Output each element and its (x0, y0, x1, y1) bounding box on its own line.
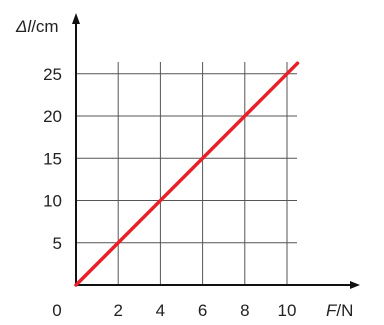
x-tick-label-8: 8 (240, 301, 249, 320)
y-axis-arrow (72, 13, 80, 24)
y-tick-label-10: 10 (43, 192, 62, 211)
series (74, 61, 300, 287)
y-tick-label-20: 20 (43, 107, 62, 126)
x-axis-label-separator: / (336, 301, 341, 320)
y-axis-label: Δl/cm (15, 17, 59, 36)
y-tick-label-15: 15 (43, 149, 62, 168)
grid-lines (76, 62, 297, 285)
x-tick-label-4: 4 (156, 301, 165, 320)
series-line-0 (74, 61, 300, 287)
x-axis-label-variable: F (326, 301, 338, 320)
x-axis-label: F/N (326, 301, 353, 320)
axes (72, 13, 360, 289)
x-tick-label-6: 6 (198, 301, 207, 320)
x-tick-label-10: 10 (278, 301, 297, 320)
y-axis-label-separator: / (31, 17, 36, 36)
y-tick-label-5: 5 (53, 234, 62, 253)
y-axis-label-variable: Δl (15, 17, 32, 36)
tick-labels: 2 4 6 8 10 5 10 15 20 25 (43, 65, 296, 320)
y-tick-label-25: 25 (43, 65, 62, 84)
y-axis-label-unit: cm (36, 17, 59, 36)
x-axis-label-unit: N (341, 301, 353, 320)
x-axis-arrow (350, 281, 360, 289)
origin-label: 0 (52, 301, 61, 320)
x-tick-label-2: 2 (113, 301, 122, 320)
